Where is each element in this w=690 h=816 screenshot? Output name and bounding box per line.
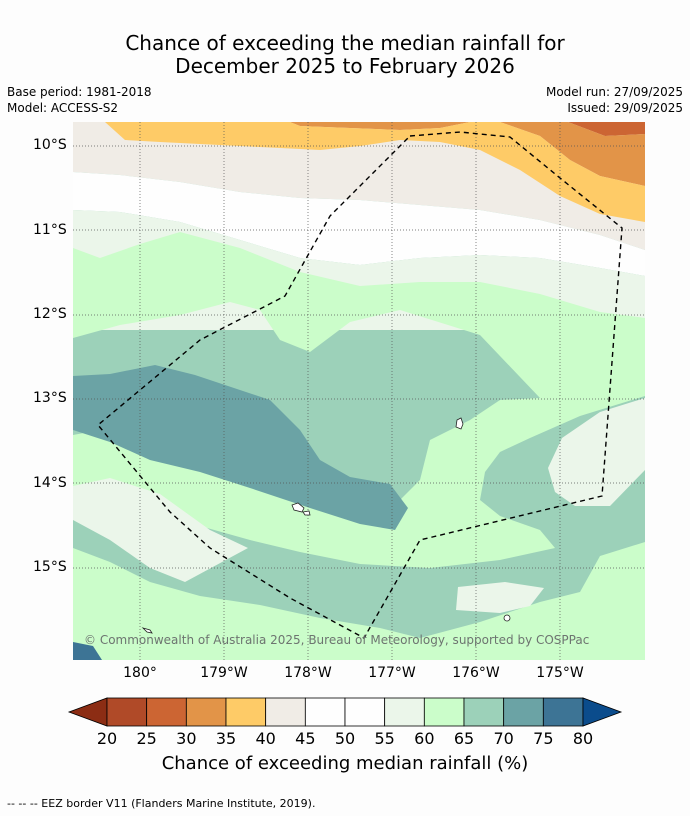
lon-label: 175°W	[536, 665, 584, 681]
colorbar	[67, 697, 623, 727]
band-20-25	[568, 122, 645, 136]
colorbar-segment	[304, 697, 346, 727]
base-period: Base period: 1981-2018	[7, 85, 152, 99]
colorbar-extend-high	[582, 697, 623, 727]
band-60-65-north	[73, 232, 645, 568]
colorbar-tick-label: 80	[572, 729, 594, 748]
band-75-80	[73, 365, 408, 530]
colorbar-segment	[185, 697, 227, 727]
colorbar-tick-label: 20	[96, 729, 118, 748]
lon-label: 180°	[123, 665, 157, 681]
lon-label: 178°W	[284, 665, 332, 681]
colorbar-extend-low	[67, 697, 108, 727]
colorbar-tick-label: 55	[374, 729, 395, 748]
colorbar-tick-label: 30	[176, 729, 197, 748]
colorbar-tick-label: 35	[215, 729, 237, 748]
colorbar-segment	[225, 697, 267, 727]
band-35-40	[105, 122, 645, 222]
colorbar-tick-label: 50	[334, 729, 356, 748]
lat-label-text: 11°S	[33, 222, 67, 238]
colorbar-tick-label: 25	[136, 729, 157, 748]
colorbar-title: Chance of exceeding median rainfall (%)	[161, 753, 529, 774]
lon-label: 176°W	[452, 665, 500, 681]
colorbar-segment	[423, 697, 465, 727]
colorbar-tick-label: 45	[295, 729, 316, 748]
colorbar-tick-label: 60	[414, 729, 435, 748]
model-run: Model run: 27/09/2025	[545, 85, 683, 99]
meta-right: Model run: 27/09/2025 Issued: 29/09/2025	[546, 84, 683, 116]
eez-border	[97, 131, 623, 639]
band-55-60-island	[456, 582, 544, 613]
lon-label: 177°W	[368, 665, 416, 681]
meta-left: Base period: 1981-2018 Model: ACCESS-S2	[7, 84, 152, 116]
colorbar-segment	[542, 697, 584, 727]
band-55-60-east	[548, 398, 645, 506]
model-name: Model: ACCESS-S2	[7, 101, 119, 115]
band-25-30	[470, 122, 645, 186]
colorbar-segment	[344, 697, 386, 727]
colorbar-segment	[503, 697, 544, 727]
colorbar-segment	[265, 697, 306, 727]
eez-legend-note: -- -- -- EEZ border V11 (Flanders Marine…	[7, 797, 316, 810]
colorbar-segment	[146, 697, 187, 727]
band-80-plus	[73, 642, 102, 660]
issued-date: Issued: 29/09/2025	[567, 101, 683, 115]
band-60-65-south	[73, 542, 645, 660]
lat-label-text: 14°S	[33, 475, 67, 491]
gridlines	[73, 122, 645, 660]
band-55-60-south	[73, 478, 248, 582]
band-30-35	[290, 122, 470, 130]
colorbar-segment	[384, 697, 425, 727]
lon-label: 179°W	[200, 665, 248, 681]
map-title: Chance of exceeding the median rainfall …	[0, 32, 690, 78]
band-45-60	[73, 172, 645, 276]
lat-label-text: 10°S	[33, 137, 67, 153]
lat-label-text: 15°S	[33, 559, 67, 575]
copyright-notice: © Commonwealth of Australia 2025, Bureau…	[84, 633, 590, 647]
map-contours	[73, 122, 645, 660]
lat-label-text: 13°S	[33, 390, 67, 406]
colorbar-tick-label: 65	[453, 729, 475, 748]
colorbar-segment	[463, 697, 505, 727]
colorbar-tick-label: 70	[493, 729, 514, 748]
lat-label-text: 12°S	[33, 306, 67, 322]
colorbar-segment	[106, 697, 148, 727]
title-line-1: Chance of exceeding the median rainfall …	[125, 31, 565, 55]
islands	[141, 417, 511, 634]
title-line-2: December 2025 to February 2026	[175, 54, 515, 78]
colorbar-tick-label: 75	[533, 729, 554, 748]
colorbar-tick-label: 40	[255, 729, 276, 748]
